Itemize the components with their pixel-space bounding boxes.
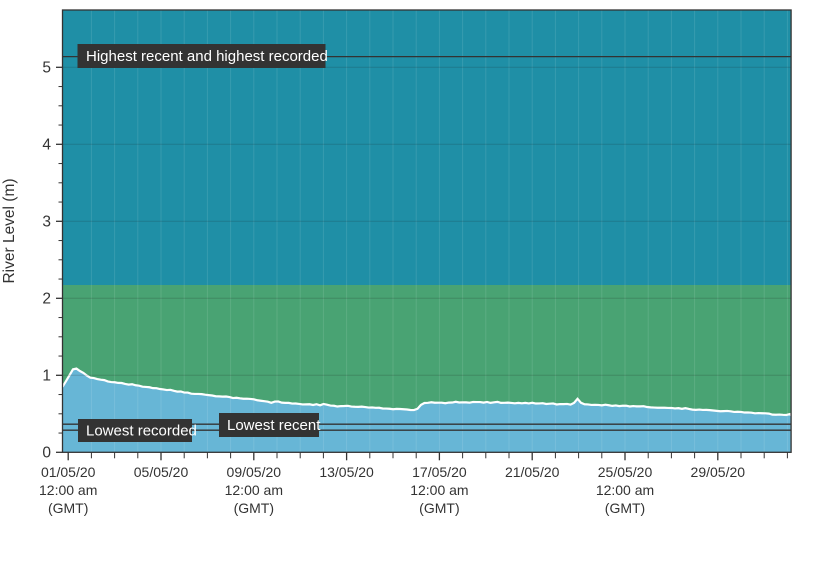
svg-text:River Level (m): River Level (m) <box>1 178 18 283</box>
svg-text:12:00 am: 12:00 am <box>225 482 283 498</box>
svg-text:05/05/20: 05/05/20 <box>134 464 189 480</box>
svg-text:0: 0 <box>42 445 51 462</box>
svg-text:Highest recent and highest rec: Highest recent and highest recorded <box>86 48 328 65</box>
svg-text:12:00 am: 12:00 am <box>410 482 468 498</box>
svg-text:21/05/20: 21/05/20 <box>505 464 560 480</box>
svg-text:(GMT): (GMT) <box>605 500 645 516</box>
svg-text:29/05/20: 29/05/20 <box>691 464 746 480</box>
svg-text:3: 3 <box>42 214 51 231</box>
svg-text:(GMT): (GMT) <box>48 500 88 516</box>
svg-text:(GMT): (GMT) <box>419 500 459 516</box>
svg-text:17/05/20: 17/05/20 <box>412 464 467 480</box>
svg-text:(GMT): (GMT) <box>234 500 274 516</box>
svg-text:09/05/20: 09/05/20 <box>227 464 282 480</box>
svg-text:2: 2 <box>42 291 51 308</box>
svg-text:25/05/20: 25/05/20 <box>598 464 653 480</box>
svg-text:12:00 am: 12:00 am <box>39 482 97 498</box>
svg-text:1: 1 <box>42 368 51 385</box>
svg-text:01/05/20: 01/05/20 <box>41 464 96 480</box>
svg-text:13/05/20: 13/05/20 <box>319 464 374 480</box>
svg-text:4: 4 <box>42 137 51 154</box>
svg-text:12:00 am: 12:00 am <box>596 482 654 498</box>
svg-text:Lowest recent: Lowest recent <box>227 417 321 434</box>
svg-text:5: 5 <box>42 60 51 77</box>
svg-text:Lowest recorded: Lowest recorded <box>86 423 197 440</box>
